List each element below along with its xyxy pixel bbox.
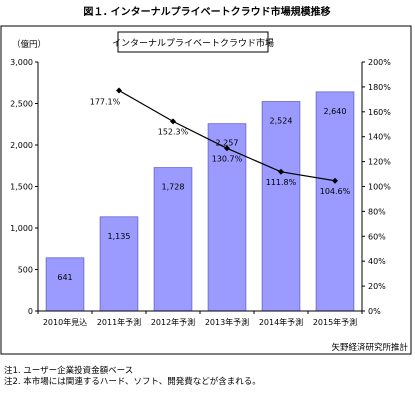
chart-title: 図１. インターナルプライベートクラウド市場規模推移 [83,5,330,18]
right-tick-label: 140% [368,133,391,142]
bar-value-label: 2,640 [324,107,347,116]
growth-rate-point [116,87,122,94]
right-tick-label: 40% [368,257,386,266]
bar [45,257,85,312]
left-tick-label: 1,500 [10,183,33,192]
growth-rate-point [170,118,176,125]
bar [99,216,139,312]
growth-rate-label: 104.6% [320,187,351,196]
x-tick-label: 2012年予測 [151,317,195,327]
bar-value-label: 2,257 [216,139,239,148]
x-tick-label: 2014年予測 [259,317,303,327]
right-tick-label: 180% [368,83,391,92]
x-tick-label: 2010年見込 [43,317,87,327]
growth-rate-point [278,168,284,175]
left-axis-unit: （億円） [12,39,46,50]
bar-value-label: 1,135 [108,232,131,241]
x-tick-label: 2013年予測 [205,317,249,327]
bar-value-label: 2,524 [270,117,293,126]
x-tick-label: 2015年予測 [313,317,357,327]
left-tick-label: 3,000 [10,58,33,67]
left-tick-label: 1,000 [10,224,33,233]
chart-frame [0,25,412,355]
bar [207,123,247,312]
growth-rate-label: 111.8% [266,178,297,187]
note-2: 注2. 本市場には関連するハード、ソフト、開発費などが含まれる。 [4,377,261,387]
left-tick-label: 0 [28,307,33,316]
plot-area: 641 1,135 1,728 2,257 2,524 2,640 0 500 1,000 1,5… [10,58,391,327]
growth-rate-label: 177.1% [90,98,121,107]
bar-value-label: 1,728 [162,183,185,192]
right-tick-label: 80% [368,207,386,216]
right-tick-label: 200% [368,58,391,67]
bar [315,91,355,312]
source-credit: 矢野経済研究所推計 [331,342,408,353]
right-tick-label: 160% [368,108,391,117]
legend-box [117,31,269,53]
left-tick-label: 2,000 [10,141,33,150]
right-tick-label: 100% [368,183,391,192]
x-tick-label: 2011年予測 [97,317,141,327]
left-tick-label: 2,500 [10,100,33,109]
bar [261,101,301,312]
right-tick-label: 0% [368,307,381,316]
growth-rate-label: 130.7% [212,154,243,163]
growth-rate-point [332,177,338,184]
right-tick-label: 20% [368,282,386,291]
bar-value-label: 641 [57,273,72,282]
note-1: 注1. ユーザー企業投資金額ベース [4,366,134,376]
bar [153,167,193,312]
growth-rate-point [224,145,230,152]
left-tick-label: 500 [18,266,33,275]
right-tick-label: 120% [368,158,391,167]
right-tick-label: 60% [368,232,386,241]
legend-label: インターナルプライベートクラウド市場 [112,37,274,49]
growth-rate-label: 152.3% [158,127,189,136]
